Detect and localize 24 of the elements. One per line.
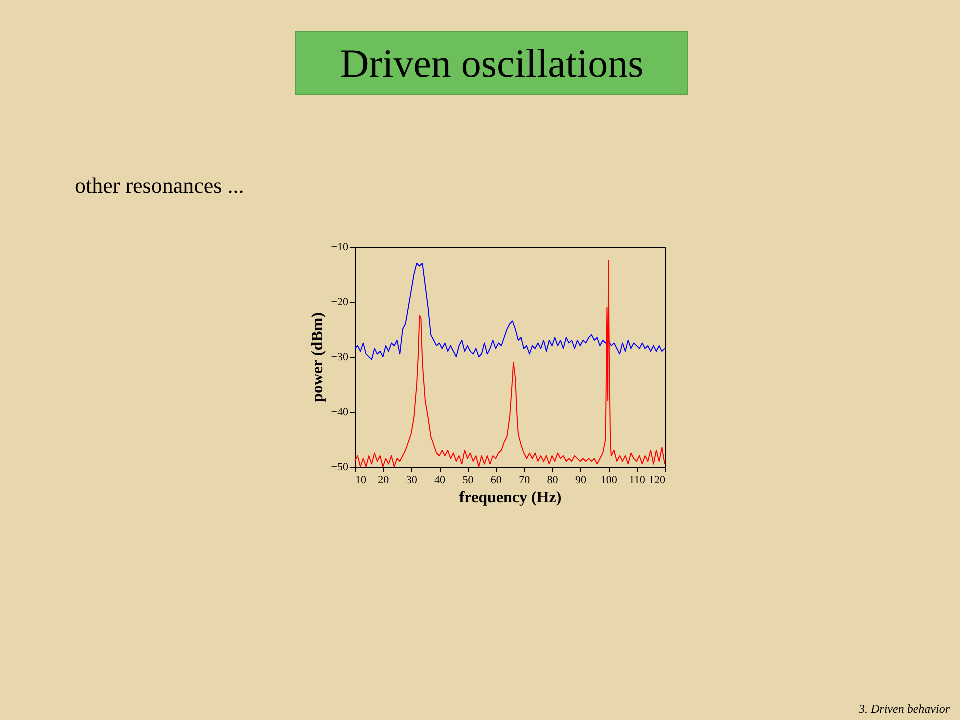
x-tick-label: 80 [547, 474, 559, 486]
x-tick-label: 70 [519, 474, 531, 486]
text: other resonances ... [75, 173, 244, 198]
line-series [354, 263, 666, 360]
x-tick-label: 40 [434, 474, 446, 486]
line-series [354, 260, 666, 468]
x-tick-label: 20 [378, 474, 390, 486]
y-tick-label: −10 [331, 242, 349, 254]
x-axis-title: frequency (Hz) [459, 490, 562, 506]
x-tick-label: 10 [356, 474, 367, 486]
x-tick-label: 110 [629, 474, 646, 486]
y-tick-label: −30 [331, 352, 349, 364]
y-tick-label: −40 [331, 406, 349, 418]
y-tick-label: −20 [331, 296, 349, 308]
x-tick-label: 100 [600, 474, 618, 486]
text: 3. Driven behavior [858, 702, 950, 716]
y-tick-label: −50 [331, 462, 349, 474]
x-tick-label: 30 [406, 474, 418, 486]
x-tick-label: 60 [490, 474, 502, 486]
y-axis-title: power (dBm) [309, 312, 326, 402]
chart-title: Driven oscillations [340, 41, 644, 86]
x-tick-label: 120 [649, 474, 666, 486]
x-tick-label: 50 [462, 474, 474, 486]
x-tick-label: 90 [575, 474, 587, 486]
